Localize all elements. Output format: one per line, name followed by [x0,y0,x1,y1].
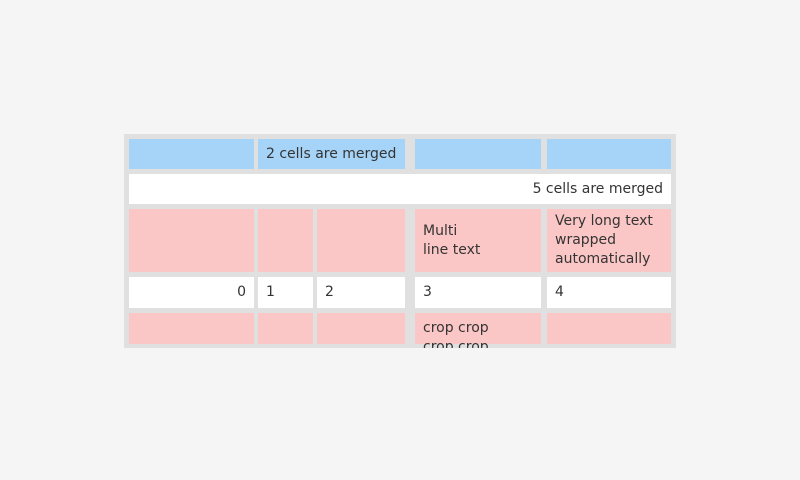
table-cell-r5c5[interactable] [547,313,671,344]
table-cell-r5c1[interactable] [129,313,254,344]
table-cell-r3c2[interactable] [258,209,313,272]
table-cell-r3c3[interactable] [317,209,405,272]
table-widget: 2 cells are merged 5 cells are merged Mu… [124,134,676,348]
table-cell-r5c3[interactable] [317,313,405,344]
table-cell-r3c4-multiline[interactable]: Multi line text [415,209,541,272]
table-cell-r3c1[interactable] [129,209,254,272]
table-cell-r4c5[interactable]: 4 [547,277,671,308]
table-grid: 2 cells are merged 5 cells are merged Mu… [129,139,671,348]
table-cell-r1c1[interactable] [129,139,254,169]
table-cell-r4c1[interactable]: 0 [129,277,254,308]
table-cell-r5c2[interactable] [258,313,313,344]
table-cell-r4c3[interactable]: 2 [317,277,405,308]
table-cell-r5c4-cropped[interactable]: crop crop crop crop [415,313,541,348]
table-cell-r3c5-wrapped[interactable]: Very long text wrapped automatically [547,209,671,272]
table-cell-r1c5[interactable] [547,139,671,169]
table-cell-r1-merged-2[interactable]: 2 cells are merged [258,139,405,169]
table-cell-r1c4[interactable] [415,139,541,169]
table-cell-r2-merged-5[interactable]: 5 cells are merged [129,174,671,204]
table-cell-r4c2[interactable]: 1 [258,277,313,308]
table-cell-r4c4[interactable]: 3 [415,277,541,308]
